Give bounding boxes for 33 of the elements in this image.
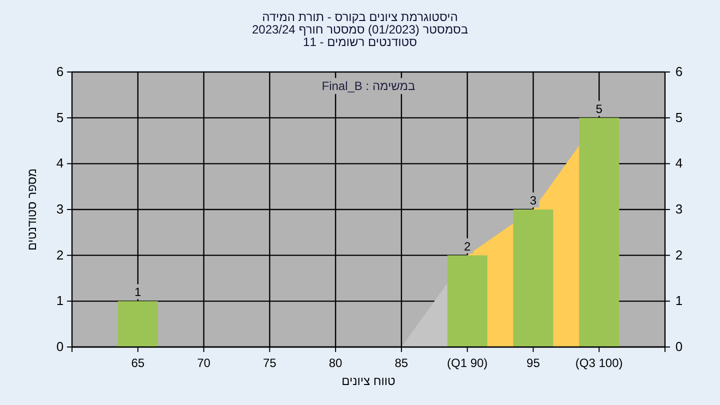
y-tick-label: 6 [56,64,64,79]
chart-title: היסטוגרמת ציונים בקורס - תורת המידה [262,10,458,24]
y-tick-label: 1 [56,293,64,308]
y-tick-label: 5 [56,110,64,125]
x-tick-label: 70 [197,356,211,370]
bar [513,210,554,347]
data-label: 2 [464,239,471,254]
y-tick-label: 4 [56,156,64,171]
data-label: 3 [530,194,537,208]
x-axis-title: טווח ציונים [342,374,396,388]
x-tick-label: (Q3 100) [575,356,623,370]
y-tick-label: 0 [56,339,64,354]
y2-tick-label: 1 [675,293,683,308]
x-tick-label: (Q1 90) [446,356,488,370]
data-label: 1 [134,285,142,300]
chart-subtitle: בסמסטר (01/2023) סמסטר חורף 2023/24 סטודנטים רשומים - 11 [252,22,468,49]
x-tick-label: 75 [262,356,277,370]
data-label: 5 [596,102,603,116]
y2-tick-label: 6 [675,64,683,79]
y2-tick-label: 2 [675,247,683,262]
x-tick-label: 80 [328,356,343,370]
y-axis-title: מספר סטודנטים [25,168,39,251]
annotation: במשימה : Final_B [322,79,416,93]
bar [118,301,158,347]
y2-tick-label: 5 [675,110,683,125]
y2-tick-label: 0 [675,339,683,354]
x-tick-label: 85 [394,356,408,370]
x-tick-label: 65 [131,356,145,370]
x-tick-label: 95 [526,356,540,370]
y2-tick-label: 3 [675,202,683,216]
y-tick-label: 2 [56,247,64,262]
y-tick-label: 3 [56,202,64,216]
y2-tick-label: 4 [675,156,683,171]
